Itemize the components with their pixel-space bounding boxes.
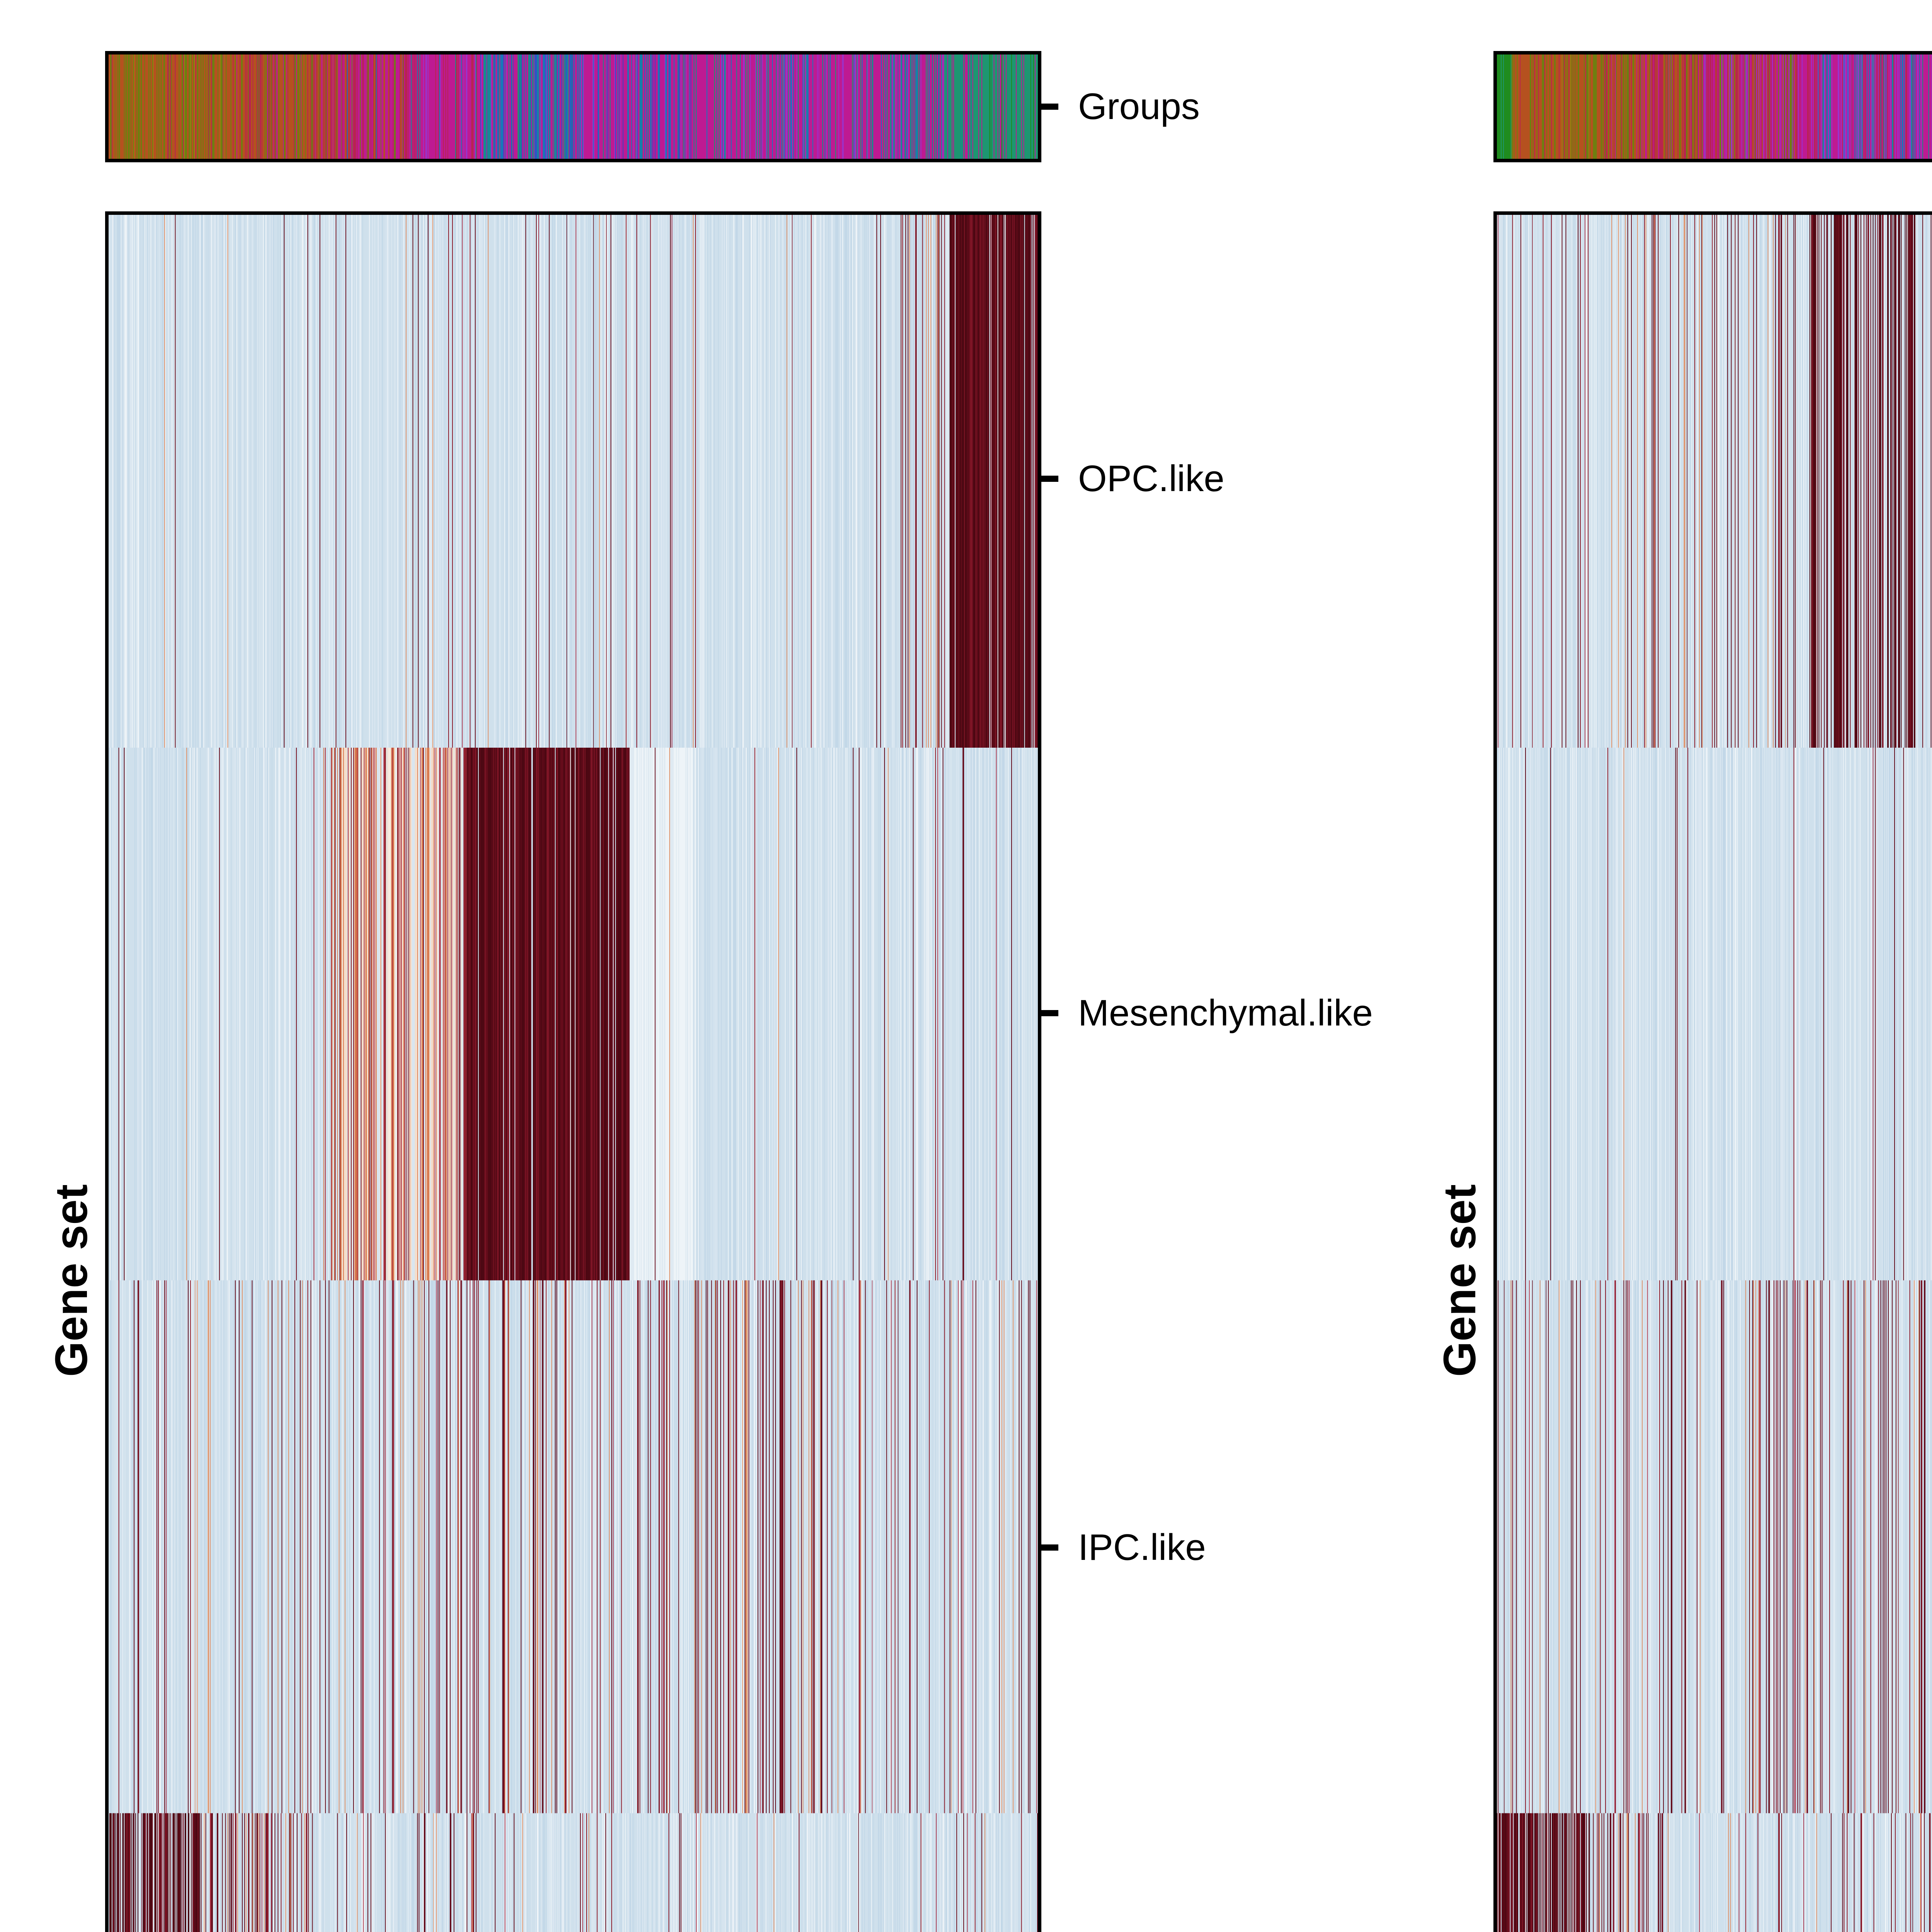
y-axis-title-pc2: Gene set	[1434, 1184, 1485, 1377]
heatmap-pc1	[105, 211, 1041, 1932]
heatmap-pc2	[1493, 211, 1932, 1932]
annotation-bar-pc2	[1493, 51, 1932, 162]
row-label-pc1-mes: Mesenchymal.like	[1078, 992, 1373, 1034]
row-tick-pc1-ipc	[1041, 1544, 1058, 1551]
annotation-bar-pc1	[105, 51, 1041, 162]
annotation-canvas-pc2	[1497, 54, 1932, 159]
annotation-label-pc1: Groups	[1078, 86, 1200, 127]
row-tick-pc1-mes	[1041, 1010, 1058, 1016]
y-axis-title-pc1: Gene set	[46, 1184, 97, 1377]
heatmap-canvas-pc1	[109, 215, 1038, 1932]
heatmap-canvas-pc2	[1497, 215, 1932, 1932]
row-tick-pc1-opc	[1041, 476, 1058, 482]
annotation-canvas-pc1	[109, 54, 1038, 159]
annotation-tick-pc1	[1041, 104, 1058, 110]
row-label-pc1-ipc: IPC.like	[1078, 1527, 1206, 1568]
row-label-pc1-opc: OPC.like	[1078, 458, 1225, 499]
